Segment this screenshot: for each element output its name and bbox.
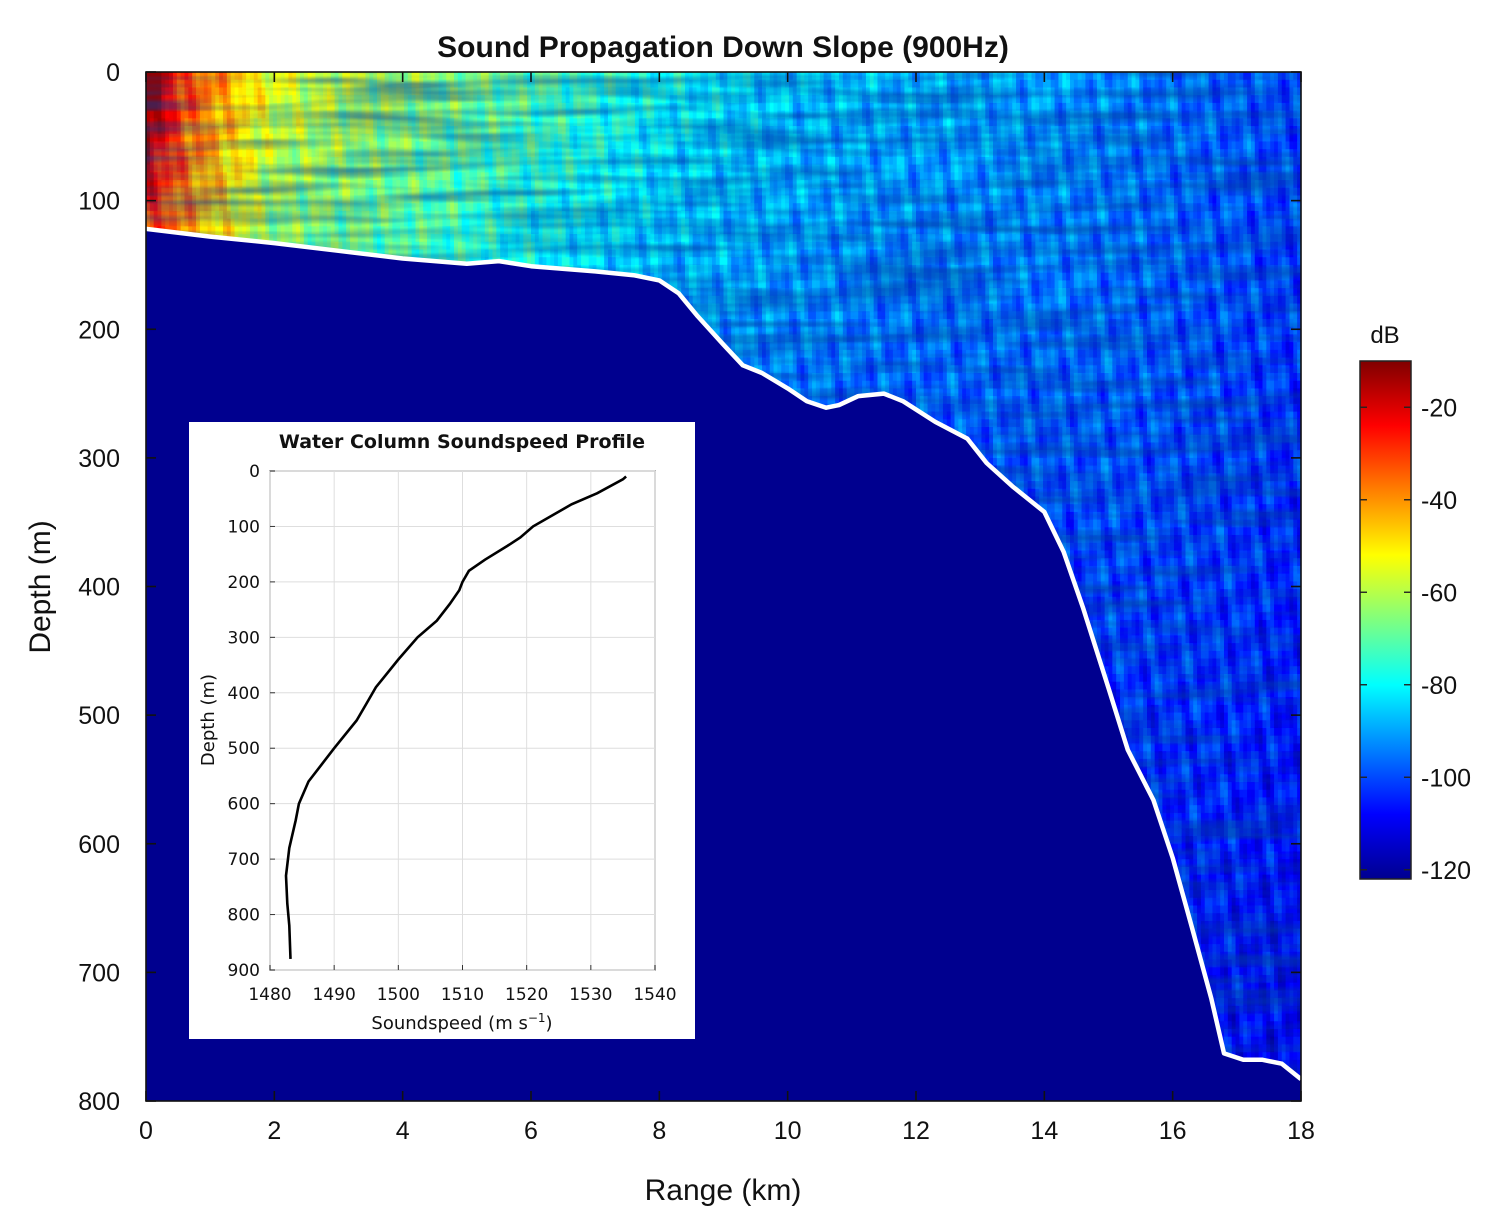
x-axis-title: Range (km) <box>645 1174 802 1207</box>
inset-ticks: 1480 1490 1500 1510 1520 1530 1540 0 100 200 300 40… <box>228 462 677 1005</box>
colorbar: dB -20 -40 -60 -80 -100 -120 <box>1359 322 1471 885</box>
inset-x-tick-label: 1540 <box>633 985 676 1005</box>
y-tick-label: 0 <box>106 59 120 87</box>
seafloor-line <box>146 226 1301 1081</box>
inset-x-axis-title-suffix: ) <box>546 1013 553 1034</box>
x-tick-label: 2 <box>267 1117 281 1145</box>
inset-y-tick-label: 800 <box>228 906 260 926</box>
inset-x-axis-title-superscript: −1 <box>528 1011 546 1025</box>
inset-x-tick-label: 1490 <box>313 985 356 1005</box>
x-tick-label: 6 <box>524 1117 538 1145</box>
colorbar-tick-label: -120 <box>1421 857 1471 885</box>
y-tick-label: 300 <box>78 445 120 473</box>
inset-x-axis-title: Soundspeed (m s−1) <box>371 1011 552 1034</box>
x-tick-label: 12 <box>902 1117 930 1145</box>
inset-soundspeed-line <box>284 475 627 959</box>
x-tick-label: 16 <box>1159 1117 1187 1145</box>
y-axis-title: Depth (m) <box>24 520 57 653</box>
x-tick-label: 10 <box>774 1117 802 1145</box>
colorbar-gradient <box>1359 360 1412 880</box>
inset-y-tick-label: 600 <box>228 795 260 815</box>
inset-x-tick-label: 1520 <box>505 985 548 1005</box>
inset-x-tick-label: 1510 <box>441 985 484 1005</box>
y-tick-label: 800 <box>78 1088 120 1116</box>
colorbar-label: dB <box>1370 322 1399 349</box>
x-tick-label: 18 <box>1287 1117 1315 1145</box>
inset-y-tick-label: 300 <box>228 628 260 648</box>
x-tick-label: 4 <box>396 1117 410 1145</box>
colorbar-tick-label: -20 <box>1421 394 1457 422</box>
chart-title: Sound Propagation Down Slope (900Hz) <box>437 31 1009 64</box>
y-tick-label: 500 <box>78 702 120 730</box>
y-tick-label: 200 <box>78 316 120 344</box>
colorbar-tick-label: -80 <box>1421 672 1457 700</box>
y-tick-label: 700 <box>78 959 120 987</box>
inset-y-tick-label: 400 <box>228 684 260 704</box>
y-tick-label: 100 <box>78 188 120 216</box>
x-tick-label: 0 <box>139 1117 153 1145</box>
colorbar-tick-label: -60 <box>1421 579 1457 607</box>
x-tick-label: 8 <box>652 1117 666 1145</box>
colorbar-tick-label: -40 <box>1421 487 1457 515</box>
inset-y-tick-label: 0 <box>249 462 260 482</box>
inset-y-tick-label: 100 <box>228 517 260 537</box>
inset-y-axis-title: Depth (m) <box>198 674 219 766</box>
y-tick-label: 400 <box>78 574 120 602</box>
inset-title: Water Column Soundspeed Profile <box>279 431 645 453</box>
inset-y-tick-label: 900 <box>228 961 260 981</box>
colorbar-ticks: -20 -40 -60 -80 -100 -120 <box>1360 394 1471 885</box>
colorbar-tick-label: -100 <box>1421 764 1471 792</box>
y-tick-label: 600 <box>78 831 120 859</box>
inset-x-axis-title-main: Soundspeed (m s <box>371 1013 527 1034</box>
inset-y-tick-label: 200 <box>228 573 260 593</box>
inset-y-tick-label: 500 <box>228 739 260 759</box>
inset-x-tick-label: 1500 <box>377 985 420 1005</box>
inset-x-tick-label: 1480 <box>248 985 291 1005</box>
inset-x-tick-label: 1530 <box>569 985 612 1005</box>
inset-y-tick-label: 700 <box>228 850 260 870</box>
x-tick-label: 14 <box>1030 1117 1058 1145</box>
inset-soundspeed-profile: 1480 1490 1500 1510 1520 1530 1540 0 100 200 300 40… <box>189 422 695 1039</box>
main-axes: 0 2 4 6 8 10 12 14 16 18 0 100 200 300 400 500 600 700 800 <box>78 59 1315 1145</box>
